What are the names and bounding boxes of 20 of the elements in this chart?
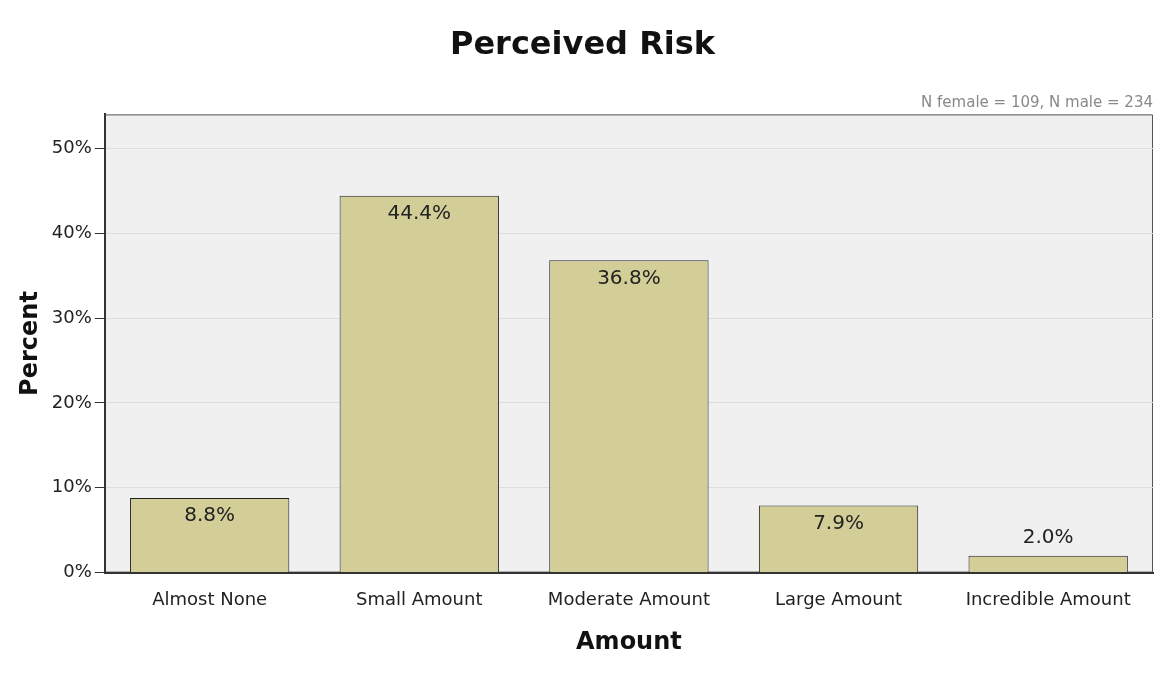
- x-axis-title: Amount: [576, 626, 682, 655]
- y-tick-label: 30%: [51, 305, 92, 327]
- x-tick-label: Almost None: [152, 588, 268, 610]
- y-tick-label: 20%: [51, 390, 92, 412]
- chart-title: Perceived Risk: [449, 23, 716, 62]
- y-tick-label: 50%: [51, 136, 92, 158]
- data-label: 2.0%: [1022, 523, 1074, 548]
- x-tick-label: Incredible Amount: [965, 588, 1131, 610]
- data-label: 8.8%: [184, 502, 236, 527]
- y-tick-label: 0%: [63, 560, 92, 582]
- y-tick-label: 10%: [51, 475, 92, 497]
- y-tick-label: 40%: [51, 220, 92, 242]
- data-label: 7.9%: [813, 509, 864, 534]
- data-label: 36.8%: [597, 264, 661, 289]
- y-axis-title: Percent: [14, 291, 43, 396]
- x-tick-label: Small Amount: [356, 588, 483, 610]
- x-tick-label: Large Amount: [774, 588, 903, 610]
- x-tick-label: Moderate Amount: [547, 588, 710, 610]
- text: N female = 109, N male = 234: [921, 92, 1153, 111]
- data-label: 44.4%: [387, 200, 452, 225]
